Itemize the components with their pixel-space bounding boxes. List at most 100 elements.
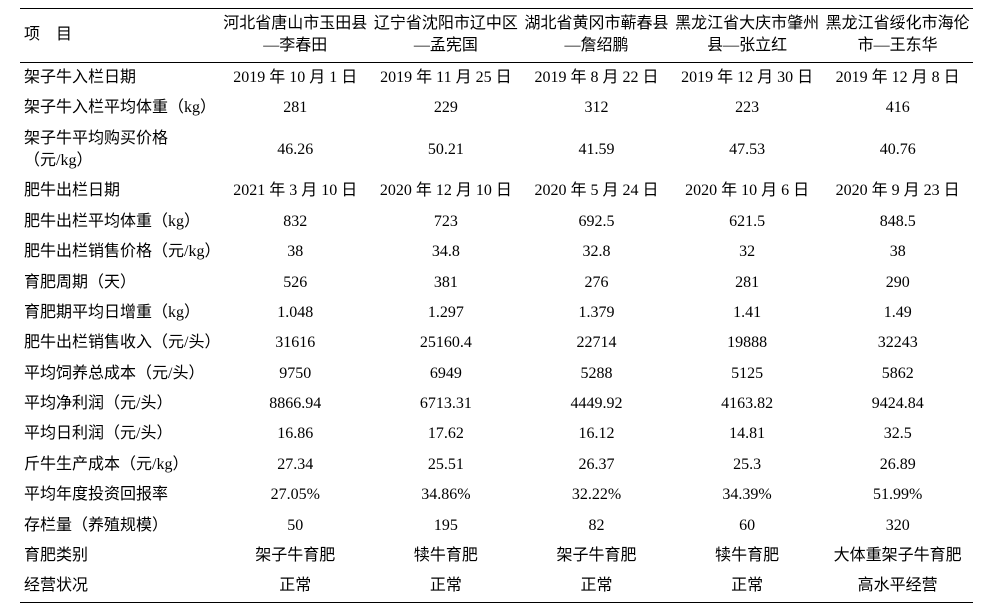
cell: 4163.82 — [672, 389, 823, 419]
table-row: 育肥周期（天）526381276281290 — [20, 268, 973, 298]
table-row: 肥牛出栏销售收入（元/头）3161625160.4227141988832243 — [20, 328, 973, 358]
cell: 6949 — [371, 359, 522, 389]
cell: 2020 年 9 月 23 日 — [822, 176, 973, 206]
cell: 16.86 — [220, 419, 371, 449]
cell: 犊牛育肥 — [371, 541, 522, 571]
cell: 2019 年 12 月 30 日 — [672, 62, 823, 93]
cell: 22714 — [521, 328, 672, 358]
row-label: 平均日利润（元/头） — [20, 419, 220, 449]
cell: 5862 — [822, 359, 973, 389]
cell: 2021 年 3 月 10 日 — [220, 176, 371, 206]
cell: 47.53 — [672, 124, 823, 177]
cell: 2019 年 10 月 1 日 — [220, 62, 371, 93]
cell: 46.26 — [220, 124, 371, 177]
cell: 1.048 — [220, 298, 371, 328]
col-header: 黑龙江省绥化市海伦市—王东华 — [822, 9, 973, 63]
cell: 26.37 — [521, 450, 672, 480]
cell: 犊牛育肥 — [672, 541, 823, 571]
cell: 2019 年 11 月 25 日 — [371, 62, 522, 93]
cell: 26.89 — [822, 450, 973, 480]
cell: 5288 — [521, 359, 672, 389]
cell: 32.8 — [521, 237, 672, 267]
row-label: 育肥周期（天） — [20, 268, 220, 298]
cell: 1.41 — [672, 298, 823, 328]
row-label: 育肥期平均日增重（kg） — [20, 298, 220, 328]
cell: 16.12 — [521, 419, 672, 449]
cell: 848.5 — [822, 207, 973, 237]
cell: 17.62 — [371, 419, 522, 449]
cell: 32.5 — [822, 419, 973, 449]
col-header: 河北省唐山市玉田县—李春田 — [220, 9, 371, 63]
table-row: 架子牛平均购买价格（元/kg）46.2650.2141.5947.5340.76 — [20, 124, 973, 177]
cell: 25.3 — [672, 450, 823, 480]
cell: 14.81 — [672, 419, 823, 449]
row-label: 架子牛入栏日期 — [20, 62, 220, 93]
cell: 281 — [672, 268, 823, 298]
cell: 4449.92 — [521, 389, 672, 419]
cell: 9424.84 — [822, 389, 973, 419]
cell: 34.39% — [672, 480, 823, 510]
table-row: 育肥类别架子牛育肥犊牛育肥架子牛育肥犊牛育肥大体重架子牛育肥 — [20, 541, 973, 571]
cell: 25160.4 — [371, 328, 522, 358]
cell: 19888 — [672, 328, 823, 358]
col-header: 辽宁省沈阳市辽中区—孟宪国 — [371, 9, 522, 63]
cell: 31616 — [220, 328, 371, 358]
table-row: 育肥期平均日增重（kg）1.0481.2971.3791.411.49 — [20, 298, 973, 328]
table-row: 肥牛出栏日期2021 年 3 月 10 日2020 年 12 月 10 日202… — [20, 176, 973, 206]
cell: 276 — [521, 268, 672, 298]
cell: 51.99% — [822, 480, 973, 510]
cell: 架子牛育肥 — [521, 541, 672, 571]
cell: 5125 — [672, 359, 823, 389]
cell: 320 — [822, 511, 973, 541]
cell: 正常 — [521, 571, 672, 602]
cell: 正常 — [220, 571, 371, 602]
cell: 50 — [220, 511, 371, 541]
cell: 50.21 — [371, 124, 522, 177]
cell: 60 — [672, 511, 823, 541]
col-header: 黑龙江省大庆市肇州县—张立红 — [672, 9, 823, 63]
row-label: 平均净利润（元/头） — [20, 389, 220, 419]
cell: 2020 年 12 月 10 日 — [371, 176, 522, 206]
cell: 195 — [371, 511, 522, 541]
cell: 34.86% — [371, 480, 522, 510]
row-label: 架子牛平均购买价格（元/kg） — [20, 124, 220, 177]
cell: 2019 年 12 月 8 日 — [822, 62, 973, 93]
table-row: 平均年度投资回报率27.05%34.86%32.22%34.39%51.99% — [20, 480, 973, 510]
cattle-data-table: 项 目 河北省唐山市玉田县—李春田 辽宁省沈阳市辽中区—孟宪国 湖北省黄冈市蕲春… — [20, 8, 973, 603]
table-row: 平均净利润（元/头）8866.946713.314449.924163.8294… — [20, 389, 973, 419]
cell: 290 — [822, 268, 973, 298]
row-label: 斤牛生产成本（元/kg） — [20, 450, 220, 480]
cell: 381 — [371, 268, 522, 298]
table-row: 平均日利润（元/头）16.8617.6216.1214.8132.5 — [20, 419, 973, 449]
cell: 9750 — [220, 359, 371, 389]
cell: 723 — [371, 207, 522, 237]
row-label: 经营状况 — [20, 571, 220, 602]
cell: 1.49 — [822, 298, 973, 328]
cell: 692.5 — [521, 207, 672, 237]
cell: 223 — [672, 93, 823, 123]
row-label: 育肥类别 — [20, 541, 220, 571]
table-header-row: 项 目 河北省唐山市玉田县—李春田 辽宁省沈阳市辽中区—孟宪国 湖北省黄冈市蕲春… — [20, 9, 973, 63]
cell: 高水平经营 — [822, 571, 973, 602]
table-row: 平均饲养总成本（元/头）97506949528851255862 — [20, 359, 973, 389]
row-label: 肥牛出栏销售价格（元/kg） — [20, 237, 220, 267]
row-label: 肥牛出栏平均体重（kg） — [20, 207, 220, 237]
table-row: 肥牛出栏平均体重（kg）832723692.5621.5848.5 — [20, 207, 973, 237]
cell: 82 — [521, 511, 672, 541]
cell: 229 — [371, 93, 522, 123]
cell: 正常 — [371, 571, 522, 602]
row-label: 肥牛出栏日期 — [20, 176, 220, 206]
cell: 2020 年 5 月 24 日 — [521, 176, 672, 206]
cell: 312 — [521, 93, 672, 123]
cell: 2020 年 10 月 6 日 — [672, 176, 823, 206]
cell: 281 — [220, 93, 371, 123]
cell: 架子牛育肥 — [220, 541, 371, 571]
row-label: 存栏量（养殖规模） — [20, 511, 220, 541]
table-row: 肥牛出栏销售价格（元/kg）3834.832.83238 — [20, 237, 973, 267]
cell: 1.379 — [521, 298, 672, 328]
table-row: 斤牛生产成本（元/kg）27.3425.5126.3725.326.89 — [20, 450, 973, 480]
row-label: 肥牛出栏销售收入（元/头） — [20, 328, 220, 358]
header-label: 项 目 — [20, 9, 220, 63]
table-row: 存栏量（养殖规模）501958260320 — [20, 511, 973, 541]
row-label: 平均年度投资回报率 — [20, 480, 220, 510]
